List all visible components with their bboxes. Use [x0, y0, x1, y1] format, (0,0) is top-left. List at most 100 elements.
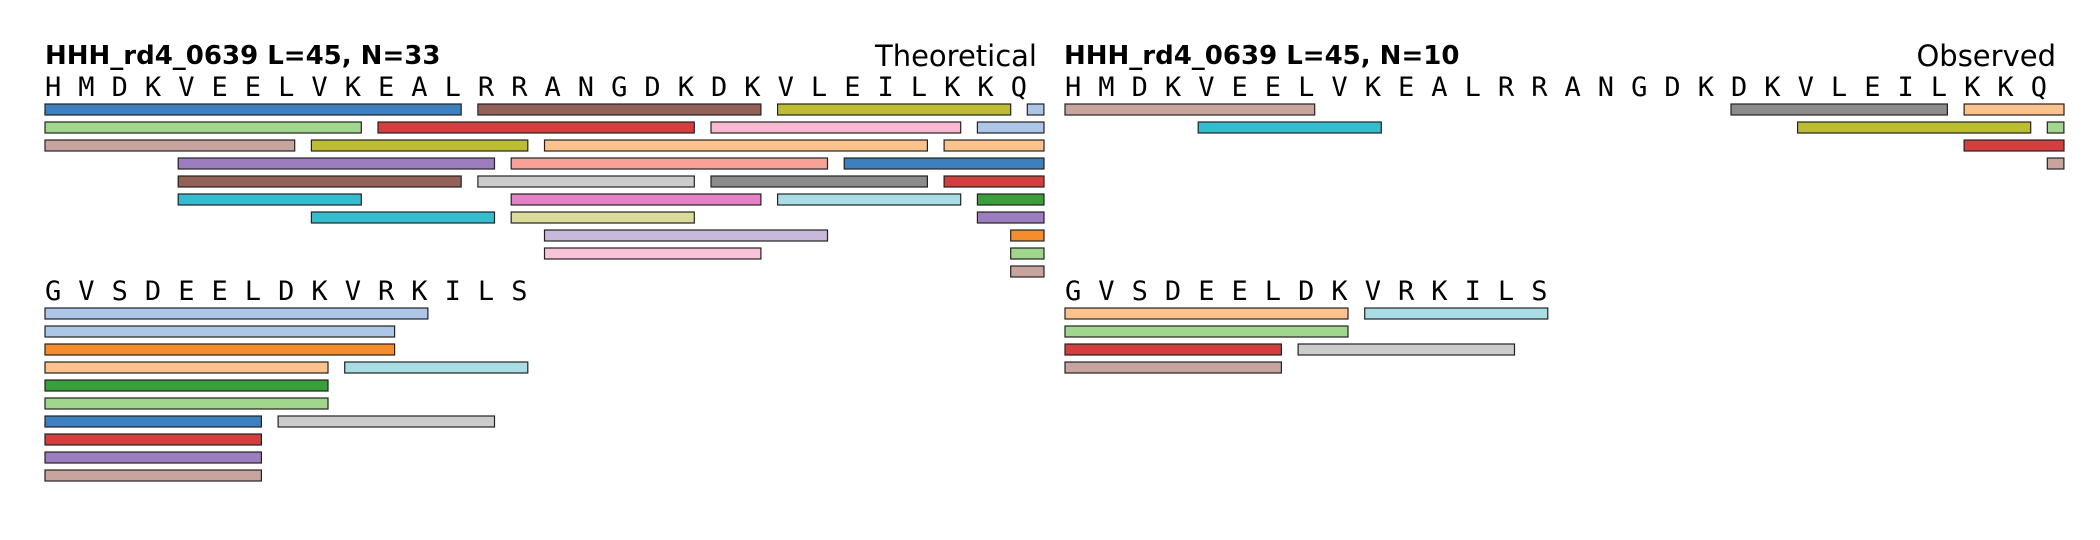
residue-letter: K — [1964, 72, 1981, 103]
residue-letter: S — [511, 276, 527, 307]
peptide-bar — [976, 121, 1045, 134]
residue-letter: Q — [2031, 72, 2047, 103]
residue-letter: E — [844, 72, 860, 103]
residue-letter: G — [611, 72, 627, 103]
peptide-bar — [1064, 325, 1349, 338]
residue-letter: N — [1598, 72, 1614, 103]
residue-letter: L — [1265, 276, 1281, 307]
peptide-bar — [1364, 307, 1549, 320]
residue-letter: R — [1398, 276, 1415, 307]
peptide-bar — [1064, 103, 1316, 116]
residue-letter: D — [1731, 72, 1747, 103]
residue-letter: V — [1798, 72, 1814, 103]
peptide-bar — [177, 193, 362, 206]
residue-letter: A — [545, 72, 561, 103]
peptide-bar — [377, 121, 695, 134]
residue-letter: L — [245, 276, 261, 307]
peptide-bar — [1730, 103, 1948, 116]
residue-letter: V — [1098, 276, 1114, 307]
residue-letter: R — [378, 276, 395, 307]
peptide-bar — [1064, 361, 1282, 374]
residue-letter: V — [1365, 276, 1381, 307]
peptide-bar — [344, 361, 529, 374]
residue-letter: L — [1931, 72, 1947, 103]
residue-letter: L — [478, 276, 494, 307]
peptide-bar — [2046, 121, 2065, 134]
peptide-bar — [710, 175, 928, 188]
peptide-bar — [510, 193, 762, 206]
residue-letter: R — [1531, 72, 1548, 103]
residue-letter: R — [478, 72, 495, 103]
residue-letter: A — [1565, 72, 1581, 103]
peptide-bar — [943, 139, 1045, 152]
rows-observed: H M D K V E E L V K E A L R R A N G D K D K V L E I L K K QG V S D E E L D K V… — [1064, 72, 2065, 374]
residue-letter: K — [944, 72, 961, 103]
peptide-bar — [1796, 121, 2032, 134]
residue-letter: S — [1132, 276, 1148, 307]
peptide-bar — [310, 139, 529, 152]
residue-letter: V — [778, 72, 794, 103]
residue-letter: G — [1065, 276, 1081, 307]
peptide-bar — [44, 139, 296, 152]
residue-letter: L — [1298, 72, 1314, 103]
residue-letter: S — [112, 276, 128, 307]
peptide-bar — [2046, 157, 2065, 170]
residue-letter: K — [1698, 72, 1715, 103]
residue-letter: K — [345, 72, 362, 103]
residue-letter: K — [1997, 72, 2014, 103]
residue-letter: M — [1098, 72, 1114, 103]
residue-letter: K — [1165, 72, 1182, 103]
residue-letter: V — [78, 276, 94, 307]
residue-letter: K — [311, 276, 328, 307]
peptide-bar — [310, 211, 496, 224]
residue-letter: K — [977, 72, 994, 103]
peptide-bar — [710, 121, 962, 134]
residue-letter: K — [411, 276, 428, 307]
peptide-bar — [543, 139, 928, 152]
residue-letter: D — [1298, 276, 1314, 307]
residue-letter: E — [1232, 276, 1248, 307]
residue-letter: E — [1232, 72, 1248, 103]
residue-letter: G — [1631, 72, 1647, 103]
residue-letter: V — [345, 276, 361, 307]
peptide-bar — [543, 247, 762, 260]
residue-letter: R — [1498, 72, 1515, 103]
rows-theoretical: H M D K V E E L V K E A L R R A N G D K D K V L E I L K K QG V S D E E L D K V… — [44, 72, 1045, 482]
residue-letter: V — [1198, 72, 1214, 103]
peptide-bar — [510, 157, 829, 170]
residue-letter: S — [1531, 276, 1547, 307]
residue-letter: V — [311, 72, 327, 103]
peptide-bar — [976, 211, 1045, 224]
peptide-bar — [976, 193, 1045, 206]
residue-letter: K — [145, 72, 162, 103]
residue-letter: E — [178, 276, 194, 307]
panel-title-observed: HHH_rd4_0639 L=45, N=10 — [1064, 41, 1459, 71]
residue-letter: D — [1165, 276, 1181, 307]
peptide-bar — [1010, 265, 1045, 278]
residue-letter: N — [578, 72, 594, 103]
peptide-bar — [943, 175, 1045, 188]
residue-letter: L — [278, 72, 294, 103]
peptide-bar — [44, 307, 429, 320]
peptide-bar — [843, 157, 1045, 170]
peptide-bar — [44, 121, 362, 134]
peptide-bar — [277, 415, 496, 428]
residue-letter: A — [1431, 72, 1447, 103]
peptide-bar — [44, 325, 396, 338]
peptide-bar — [44, 415, 262, 428]
residue-letter: G — [45, 276, 61, 307]
residue-letter: I — [1898, 72, 1914, 103]
peptide-bar — [44, 361, 329, 374]
peptide-bar — [44, 103, 462, 116]
residue-letter: E — [212, 276, 228, 307]
residue-letter: V — [178, 72, 194, 103]
peptide-bar — [44, 433, 262, 446]
peptide-bar — [477, 175, 695, 188]
peptide-bar — [1010, 229, 1045, 242]
peptide-bar — [44, 469, 262, 482]
residue-letter: D — [1132, 72, 1148, 103]
residue-letter: Q — [1011, 72, 1027, 103]
